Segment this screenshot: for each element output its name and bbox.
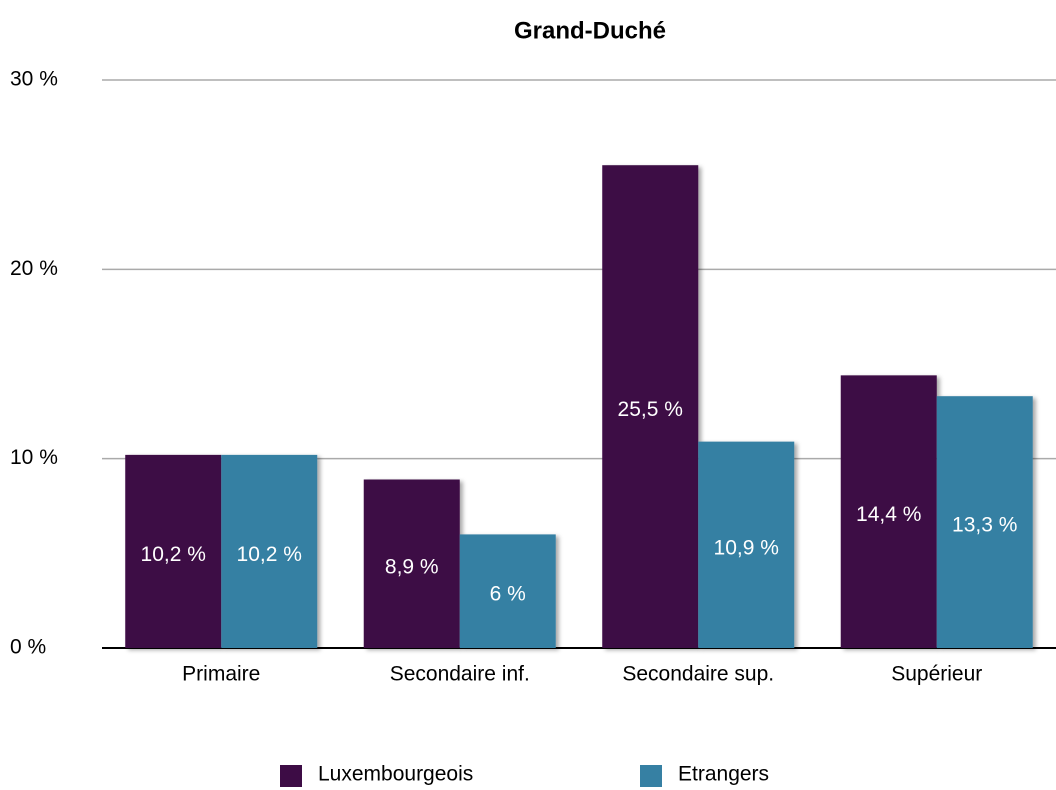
bar [363,479,460,648]
legend-label: Etrangers [678,763,769,786]
y-tick-label: 30 % [10,68,58,91]
y-tick-label: 20 % [10,257,58,280]
value-label: 10,2 % [141,543,206,566]
y-tick-label: 0 % [10,636,46,659]
legend-swatch [280,765,302,787]
bar [459,534,556,648]
legend-label: Luxembourgeois [318,763,473,786]
legend-swatch [640,765,662,787]
bar [936,396,1033,648]
value-label: 6 % [490,583,526,606]
x-tick-label: Primaire [182,663,260,686]
bar [698,441,795,648]
bar [840,375,937,648]
x-tick-label: Secondaire sup. [622,663,774,686]
value-label: 10,2 % [237,543,302,566]
x-tick-label: Secondaire inf. [390,663,530,686]
value-label: 25,5 % [618,398,683,421]
bar [602,165,699,648]
bar [125,454,222,648]
value-label: 8,9 % [385,555,439,578]
chart-title: Grand-Duché [514,17,666,44]
y-tick-label: 10 % [10,446,58,469]
value-label: 14,4 % [856,503,921,526]
value-label: 10,9 % [714,536,779,559]
x-tick-label: Supérieur [891,663,982,686]
bar [221,454,318,648]
value-label: 13,3 % [952,514,1017,537]
